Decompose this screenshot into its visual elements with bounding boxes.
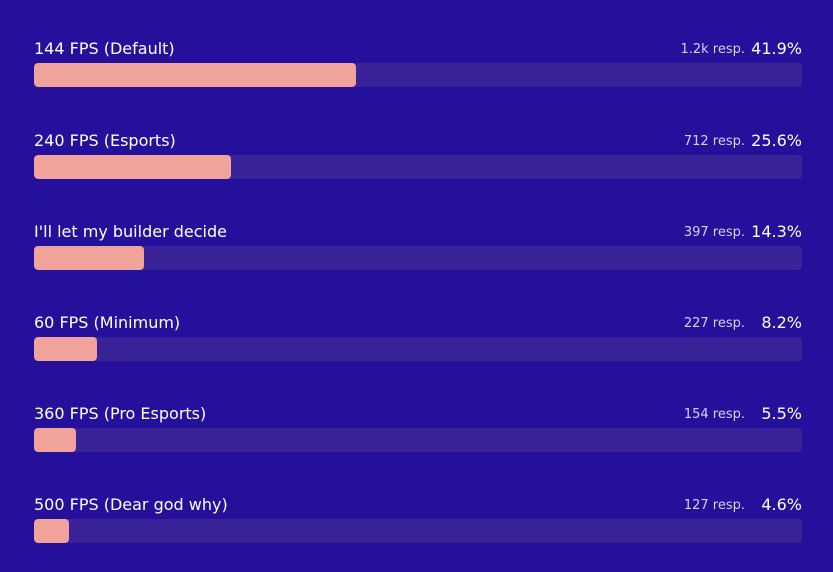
progress-fill <box>34 246 144 270</box>
option-label: I'll let my builder decide <box>34 222 227 241</box>
percent-value: 25.6% <box>751 131 802 150</box>
option-label: 360 FPS (Pro Esports) <box>34 404 207 423</box>
response-count: 1.2k resp. <box>680 42 745 57</box>
poll-option-builder-decide: I'll let my builder decide 397 resp. 14.… <box>34 219 802 299</box>
progress-fill <box>34 63 356 87</box>
option-header: I'll let my builder decide 397 resp. 14.… <box>34 219 802 247</box>
percent-value: 8.2% <box>761 313 802 332</box>
percent-value: 41.9% <box>751 39 802 58</box>
option-label: 60 FPS (Minimum) <box>34 313 181 332</box>
option-header: 240 FPS (Esports) 712 resp. 25.6% <box>34 128 802 156</box>
option-header: 60 FPS (Minimum) 227 resp. 8.2% <box>34 310 802 338</box>
poll-option-144fps: 144 FPS (Default) 1.2k resp. 41.9% <box>34 36 802 116</box>
progress-track <box>34 246 802 270</box>
option-label: 240 FPS (Esports) <box>34 131 176 150</box>
response-count: 712 resp. <box>683 134 745 149</box>
poll-option-360fps: 360 FPS (Pro Esports) 154 resp. 5.5% <box>34 401 802 481</box>
progress-track <box>34 63 802 87</box>
option-header: 500 FPS (Dear god why) 127 resp. 4.6% <box>34 492 802 520</box>
response-count: 154 resp. <box>683 407 745 422</box>
progress-fill <box>34 428 77 452</box>
progress-fill <box>34 155 231 179</box>
option-label: 144 FPS (Default) <box>34 39 175 58</box>
progress-track <box>34 519 802 543</box>
response-count: 397 resp. <box>683 225 745 240</box>
percent-value: 4.6% <box>761 495 802 514</box>
option-label: 500 FPS (Dear god why) <box>34 495 228 514</box>
option-header: 144 FPS (Default) 1.2k resp. 41.9% <box>34 36 802 64</box>
poll-option-500fps: 500 FPS (Dear god why) 127 resp. 4.6% <box>34 492 802 572</box>
option-header: 360 FPS (Pro Esports) 154 resp. 5.5% <box>34 401 802 429</box>
progress-track <box>34 428 802 452</box>
response-count: 227 resp. <box>683 316 745 331</box>
poll-option-240fps: 240 FPS (Esports) 712 resp. 25.6% <box>34 128 802 208</box>
progress-fill <box>34 337 97 361</box>
poll-option-60fps: 60 FPS (Minimum) 227 resp. 8.2% <box>34 310 802 390</box>
progress-fill <box>34 519 70 543</box>
progress-track <box>34 337 802 361</box>
progress-track <box>34 155 802 179</box>
percent-value: 14.3% <box>751 222 802 241</box>
percent-value: 5.5% <box>761 404 802 423</box>
response-count: 127 resp. <box>683 498 745 513</box>
